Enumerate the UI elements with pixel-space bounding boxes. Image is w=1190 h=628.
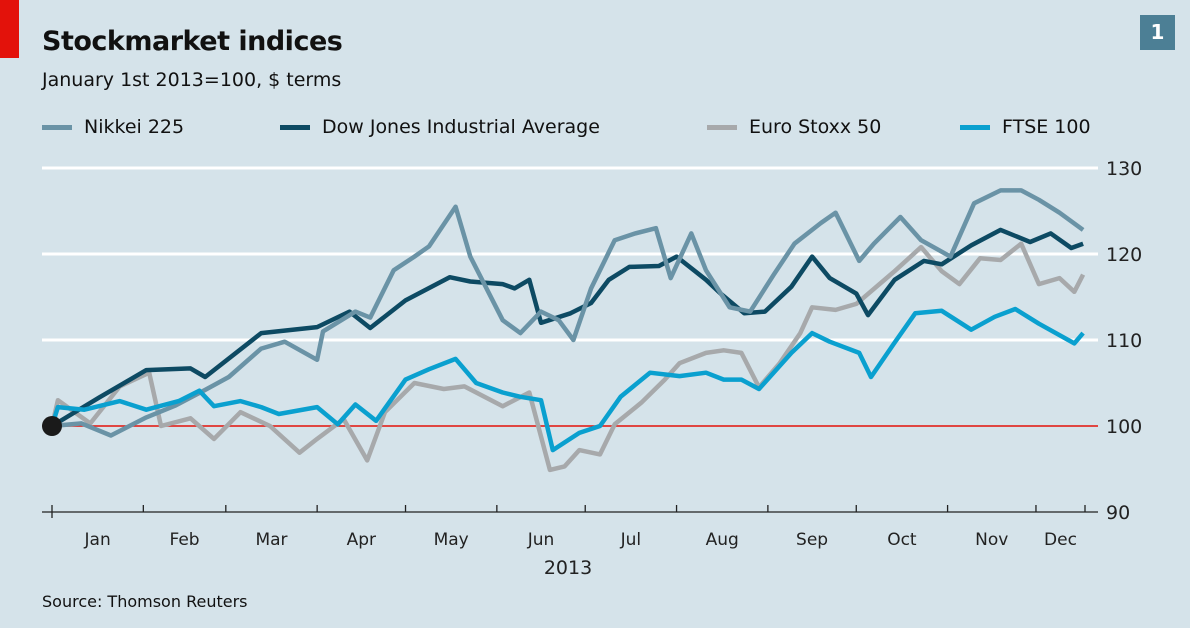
x-tick-label: May xyxy=(434,530,469,550)
y-tick-label: 110 xyxy=(1106,330,1142,352)
legend-label: Dow Jones Industrial Average xyxy=(322,116,600,138)
x-tick-label: Sep xyxy=(796,530,828,550)
series-line-ftse-100 xyxy=(49,306,1085,453)
x-tick-label: Dec xyxy=(1044,530,1077,550)
chart-number-badge: 1 xyxy=(1140,15,1175,50)
x-tick-label: Oct xyxy=(887,530,917,550)
legend-swatch xyxy=(42,124,72,130)
source-note: Source: Thomson Reuters xyxy=(42,592,248,611)
legend-item-eurostoxx: Euro Stoxx 50 xyxy=(707,116,881,138)
red-corner-tag xyxy=(0,0,19,58)
legend-label: Nikkei 225 xyxy=(84,116,185,138)
legend-swatch xyxy=(960,124,990,130)
series-line-dow-jones-industrial-average xyxy=(50,227,1084,428)
y-tick-label: 90 xyxy=(1106,502,1130,524)
legend-item-ftse: FTSE 100 xyxy=(960,116,1091,138)
legend-swatch xyxy=(280,124,310,130)
legend-item-nikkei: Nikkei 225 xyxy=(42,116,184,138)
legend-label: FTSE 100 xyxy=(1002,116,1091,138)
y-tick-label: 100 xyxy=(1106,416,1142,438)
x-axis-label: 2013 xyxy=(544,557,592,579)
x-tick-label: Mar xyxy=(255,530,287,550)
series-line-euro-stoxx-50 xyxy=(49,241,1086,473)
x-tick-label: Jan xyxy=(84,530,111,550)
legend-item-dow: Dow Jones Industrial Average xyxy=(280,116,600,138)
chart-title: Stockmarket indices xyxy=(42,26,343,57)
legend-label: Euro Stoxx 50 xyxy=(749,116,882,138)
x-tick-label: Jul xyxy=(620,530,642,550)
x-tick-label: Nov xyxy=(975,530,1008,550)
y-tick-label: 120 xyxy=(1106,244,1142,266)
x-tick-label: Feb xyxy=(170,530,200,550)
chart-subtitle: January 1st 2013=100, $ terms xyxy=(42,69,342,91)
x-tick-label: Aug xyxy=(706,530,739,550)
x-tick-label: Jun xyxy=(527,530,555,550)
y-tick-label: 130 xyxy=(1106,158,1142,180)
series-line-nikkei-225 xyxy=(51,188,1085,438)
x-tick-label: Apr xyxy=(347,530,376,550)
legend-swatch xyxy=(707,124,737,130)
start-point-marker xyxy=(42,416,62,436)
